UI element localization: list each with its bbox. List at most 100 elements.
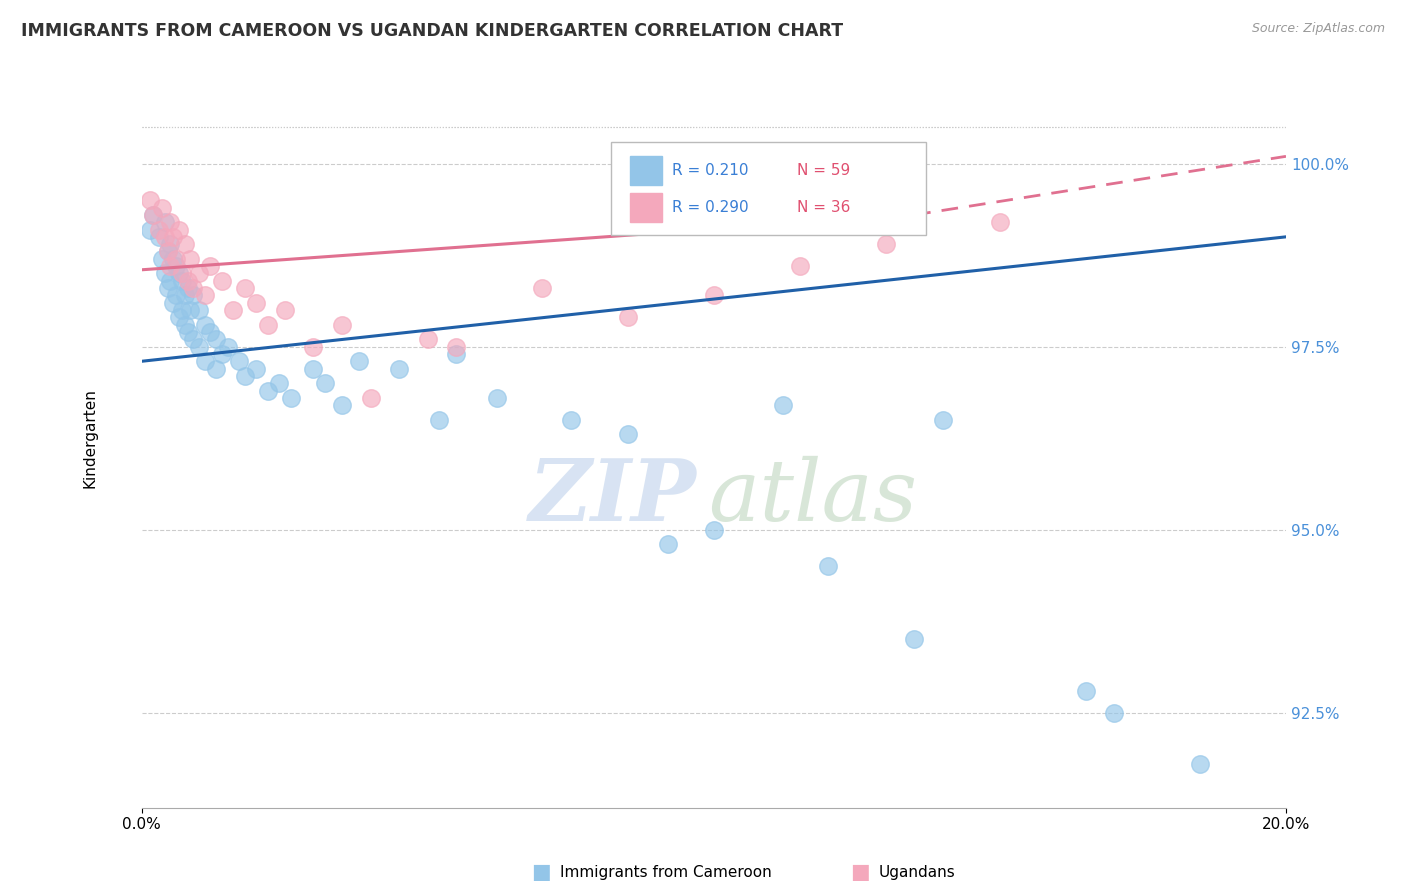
Text: R = 0.290: R = 0.290 bbox=[672, 200, 748, 215]
Point bbox=[188, 267, 211, 281]
Point bbox=[280, 391, 302, 405]
Point bbox=[560, 413, 582, 427]
Text: Source: ZipAtlas.com: Source: ZipAtlas.com bbox=[1251, 22, 1385, 36]
Point bbox=[245, 295, 267, 310]
Point bbox=[179, 252, 201, 266]
Point bbox=[256, 384, 278, 398]
FancyBboxPatch shape bbox=[612, 143, 925, 235]
Point bbox=[347, 354, 370, 368]
Point bbox=[200, 325, 222, 339]
Text: IMMIGRANTS FROM CAMEROON VS UGANDAN KINDERGARTEN CORRELATION CHART: IMMIGRANTS FROM CAMEROON VS UGANDAN KIND… bbox=[21, 22, 844, 40]
Point bbox=[181, 288, 204, 302]
Point bbox=[159, 215, 181, 229]
Point bbox=[256, 318, 278, 332]
Point bbox=[617, 310, 640, 325]
Point bbox=[200, 259, 222, 273]
Point bbox=[148, 230, 170, 244]
Point bbox=[139, 193, 162, 207]
Point bbox=[427, 413, 450, 427]
Point bbox=[173, 288, 195, 302]
Point bbox=[657, 537, 679, 551]
Point bbox=[194, 318, 217, 332]
Point bbox=[153, 230, 176, 244]
Point bbox=[167, 267, 190, 281]
Point bbox=[205, 361, 228, 376]
Point bbox=[162, 252, 184, 266]
Point bbox=[165, 288, 187, 302]
Point bbox=[617, 427, 640, 442]
Point bbox=[176, 274, 198, 288]
Point bbox=[789, 259, 811, 273]
Point bbox=[170, 267, 193, 281]
Point bbox=[156, 281, 179, 295]
Point bbox=[446, 340, 468, 354]
Point bbox=[360, 391, 382, 405]
Point bbox=[176, 325, 198, 339]
Point bbox=[531, 281, 554, 295]
Text: Ugandans: Ugandans bbox=[879, 865, 956, 880]
Point bbox=[233, 368, 256, 383]
Text: ■: ■ bbox=[531, 863, 551, 882]
Point bbox=[148, 222, 170, 236]
Point bbox=[485, 391, 508, 405]
Point bbox=[162, 230, 184, 244]
Text: ■: ■ bbox=[851, 863, 870, 882]
Point bbox=[142, 208, 165, 222]
Point bbox=[173, 318, 195, 332]
Point bbox=[302, 361, 325, 376]
Point bbox=[179, 303, 201, 318]
Point bbox=[165, 259, 187, 273]
Point bbox=[162, 295, 184, 310]
Point bbox=[188, 303, 211, 318]
Point bbox=[181, 332, 204, 346]
Point bbox=[1189, 756, 1212, 771]
Point bbox=[931, 413, 953, 427]
Point bbox=[211, 274, 233, 288]
Point bbox=[302, 340, 325, 354]
Point bbox=[446, 347, 468, 361]
Point bbox=[150, 252, 173, 266]
Point bbox=[181, 281, 204, 295]
Bar bbox=[630, 156, 662, 185]
Point bbox=[314, 376, 336, 391]
Point bbox=[330, 318, 353, 332]
Point bbox=[173, 237, 195, 252]
Point bbox=[159, 274, 181, 288]
Point bbox=[245, 361, 267, 376]
Point bbox=[142, 208, 165, 222]
Point bbox=[176, 281, 198, 295]
Point bbox=[772, 398, 794, 412]
Point bbox=[194, 354, 217, 368]
Point bbox=[167, 310, 190, 325]
Point bbox=[205, 332, 228, 346]
Point bbox=[217, 340, 239, 354]
Text: atlas: atlas bbox=[709, 456, 917, 539]
Point bbox=[170, 303, 193, 318]
Point bbox=[159, 237, 181, 252]
Text: Immigrants from Cameroon: Immigrants from Cameroon bbox=[560, 865, 772, 880]
Point bbox=[211, 347, 233, 361]
Point bbox=[1104, 706, 1126, 720]
Point bbox=[1074, 683, 1097, 698]
Point bbox=[153, 215, 176, 229]
Text: Kindergarten: Kindergarten bbox=[83, 388, 98, 488]
Point bbox=[159, 259, 181, 273]
Point bbox=[274, 303, 297, 318]
Point bbox=[153, 267, 176, 281]
Point bbox=[269, 376, 291, 391]
Text: R = 0.210: R = 0.210 bbox=[672, 163, 748, 178]
Point bbox=[222, 303, 245, 318]
Point bbox=[150, 201, 173, 215]
Point bbox=[139, 222, 162, 236]
Point bbox=[165, 252, 187, 266]
Point bbox=[703, 288, 725, 302]
Text: N = 59: N = 59 bbox=[797, 163, 851, 178]
Point bbox=[167, 222, 190, 236]
Point bbox=[416, 332, 439, 346]
Point bbox=[817, 559, 839, 574]
Point bbox=[233, 281, 256, 295]
Point bbox=[903, 632, 925, 647]
Point bbox=[330, 398, 353, 412]
Point bbox=[875, 237, 897, 252]
Point bbox=[988, 215, 1011, 229]
